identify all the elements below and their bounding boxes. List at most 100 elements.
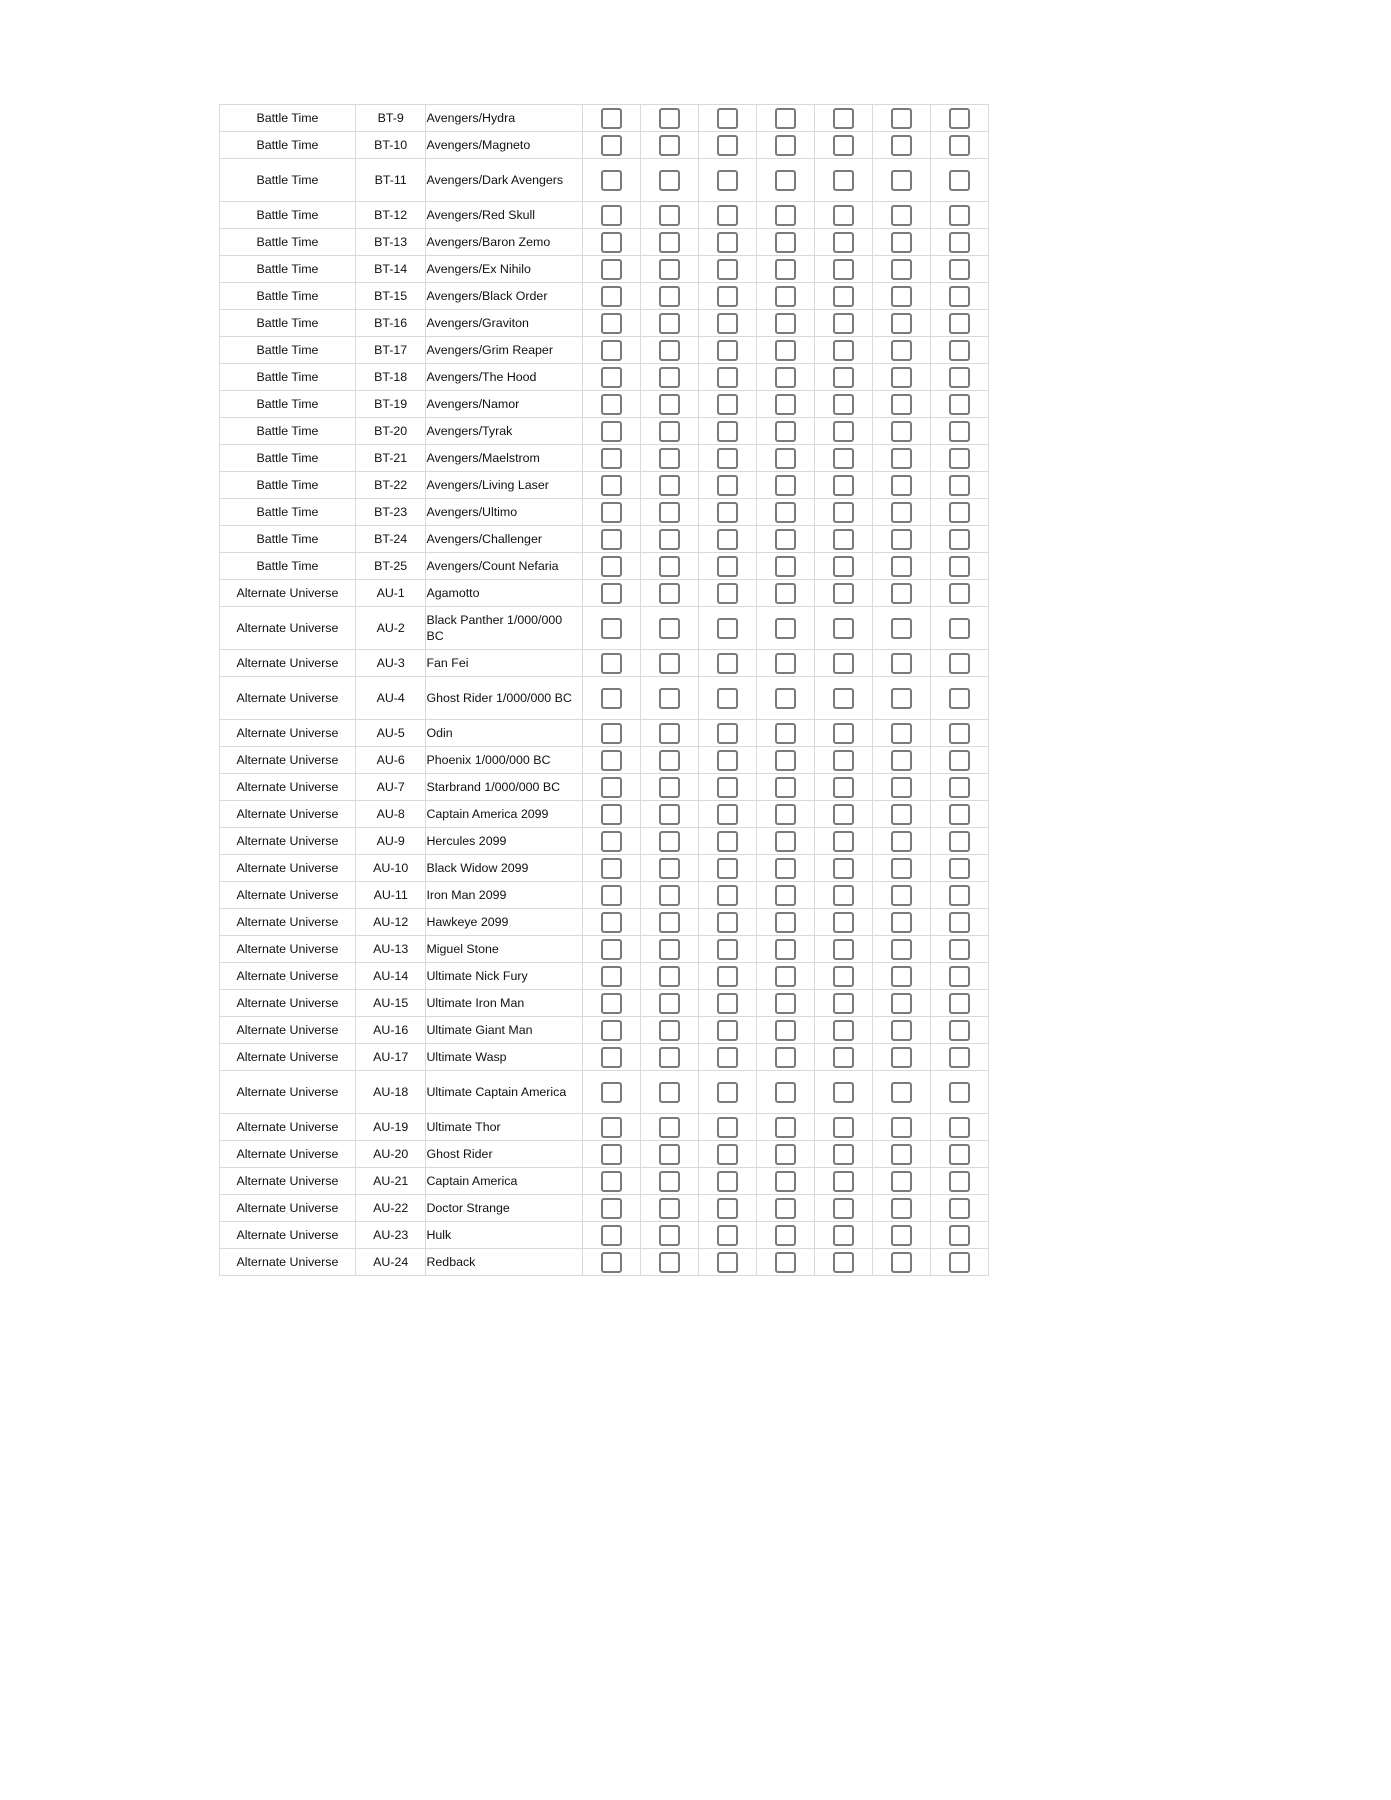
cell-checkbox-7[interactable] [930, 773, 989, 801]
checkbox-unchecked-icon[interactable] [833, 582, 855, 604]
cell-checkbox-3[interactable] [698, 417, 758, 445]
checkbox-unchecked-icon[interactable] [659, 1116, 681, 1138]
cell-checkbox-6[interactable] [872, 676, 932, 720]
checkbox-unchecked-icon[interactable] [717, 652, 739, 674]
cell-checkbox-7[interactable] [930, 309, 989, 337]
checkbox-unchecked-icon[interactable] [891, 474, 913, 496]
cell-checkbox-4[interactable] [756, 800, 816, 828]
cell-checkbox-6[interactable] [872, 746, 932, 774]
checkbox-unchecked-icon[interactable] [717, 312, 739, 334]
checkbox-unchecked-icon[interactable] [833, 501, 855, 523]
cell-checkbox-2[interactable] [640, 552, 700, 580]
cell-checkbox-3[interactable] [698, 336, 758, 364]
checkbox-unchecked-icon[interactable] [891, 857, 913, 879]
cell-checkbox-5[interactable] [814, 854, 874, 882]
checkbox-unchecked-icon[interactable] [775, 285, 797, 307]
cell-checkbox-1[interactable] [582, 773, 642, 801]
cell-checkbox-6[interactable] [872, 201, 932, 229]
checkbox-unchecked-icon[interactable] [891, 938, 913, 960]
checkbox-unchecked-icon[interactable] [717, 1116, 739, 1138]
checkbox-unchecked-icon[interactable] [833, 1197, 855, 1219]
cell-checkbox-5[interactable] [814, 935, 874, 963]
cell-checkbox-4[interactable] [756, 228, 816, 256]
checkbox-unchecked-icon[interactable] [601, 366, 623, 388]
cell-checkbox-2[interactable] [640, 606, 700, 650]
checkbox-unchecked-icon[interactable] [949, 474, 971, 496]
cell-checkbox-7[interactable] [930, 1016, 989, 1044]
checkbox-unchecked-icon[interactable] [717, 528, 739, 550]
checkbox-unchecked-icon[interactable] [775, 830, 797, 852]
checkbox-unchecked-icon[interactable] [717, 582, 739, 604]
cell-checkbox-6[interactable] [872, 336, 932, 364]
checkbox-unchecked-icon[interactable] [833, 749, 855, 771]
checkbox-unchecked-icon[interactable] [833, 965, 855, 987]
cell-checkbox-5[interactable] [814, 363, 874, 391]
checkbox-unchecked-icon[interactable] [891, 420, 913, 442]
checkbox-unchecked-icon[interactable] [717, 803, 739, 825]
checkbox-unchecked-icon[interactable] [659, 992, 681, 1014]
checkbox-unchecked-icon[interactable] [833, 107, 855, 129]
cell-checkbox-2[interactable] [640, 336, 700, 364]
checkbox-unchecked-icon[interactable] [659, 803, 681, 825]
cell-checkbox-7[interactable] [930, 1167, 989, 1195]
cell-checkbox-6[interactable] [872, 309, 932, 337]
cell-checkbox-6[interactable] [872, 417, 932, 445]
cell-checkbox-2[interactable] [640, 104, 700, 132]
cell-checkbox-5[interactable] [814, 649, 874, 677]
cell-checkbox-1[interactable] [582, 201, 642, 229]
checkbox-unchecked-icon[interactable] [659, 366, 681, 388]
checkbox-unchecked-icon[interactable] [949, 1143, 971, 1165]
checkbox-unchecked-icon[interactable] [659, 169, 681, 191]
checkbox-unchecked-icon[interactable] [949, 884, 971, 906]
checkbox-unchecked-icon[interactable] [659, 1251, 681, 1273]
checkbox-unchecked-icon[interactable] [949, 447, 971, 469]
checkbox-unchecked-icon[interactable] [949, 911, 971, 933]
checkbox-unchecked-icon[interactable] [949, 204, 971, 226]
cell-checkbox-5[interactable] [814, 1070, 874, 1114]
checkbox-unchecked-icon[interactable] [949, 1197, 971, 1219]
checkbox-unchecked-icon[interactable] [833, 134, 855, 156]
cell-checkbox-6[interactable] [872, 498, 932, 526]
checkbox-unchecked-icon[interactable] [775, 687, 797, 709]
cell-checkbox-7[interactable] [930, 1140, 989, 1168]
cell-checkbox-7[interactable] [930, 255, 989, 283]
cell-checkbox-7[interactable] [930, 552, 989, 580]
cell-checkbox-3[interactable] [698, 363, 758, 391]
cell-checkbox-4[interactable] [756, 935, 816, 963]
cell-checkbox-2[interactable] [640, 746, 700, 774]
cell-checkbox-5[interactable] [814, 336, 874, 364]
cell-checkbox-5[interactable] [814, 1167, 874, 1195]
cell-checkbox-6[interactable] [872, 579, 932, 607]
checkbox-unchecked-icon[interactable] [601, 393, 623, 415]
checkbox-unchecked-icon[interactable] [717, 285, 739, 307]
checkbox-unchecked-icon[interactable] [949, 169, 971, 191]
checkbox-unchecked-icon[interactable] [891, 285, 913, 307]
cell-checkbox-3[interactable] [698, 1248, 758, 1276]
cell-checkbox-6[interactable] [872, 1070, 932, 1114]
cell-checkbox-4[interactable] [756, 309, 816, 337]
cell-checkbox-5[interactable] [814, 1016, 874, 1044]
cell-checkbox-7[interactable] [930, 962, 989, 990]
checkbox-unchecked-icon[interactable] [775, 884, 797, 906]
checkbox-unchecked-icon[interactable] [601, 687, 623, 709]
checkbox-unchecked-icon[interactable] [717, 1170, 739, 1192]
cell-checkbox-7[interactable] [930, 649, 989, 677]
cell-checkbox-1[interactable] [582, 336, 642, 364]
cell-checkbox-6[interactable] [872, 1167, 932, 1195]
cell-checkbox-2[interactable] [640, 989, 700, 1017]
checkbox-unchecked-icon[interactable] [601, 1197, 623, 1219]
checkbox-unchecked-icon[interactable] [949, 1116, 971, 1138]
checkbox-unchecked-icon[interactable] [833, 1116, 855, 1138]
checkbox-unchecked-icon[interactable] [775, 1143, 797, 1165]
checkbox-unchecked-icon[interactable] [949, 339, 971, 361]
checkbox-unchecked-icon[interactable] [775, 617, 797, 639]
checkbox-unchecked-icon[interactable] [891, 1046, 913, 1068]
cell-checkbox-2[interactable] [640, 800, 700, 828]
cell-checkbox-3[interactable] [698, 854, 758, 882]
checkbox-unchecked-icon[interactable] [601, 1251, 623, 1273]
cell-checkbox-2[interactable] [640, 417, 700, 445]
checkbox-unchecked-icon[interactable] [949, 107, 971, 129]
checkbox-unchecked-icon[interactable] [717, 1081, 739, 1103]
cell-checkbox-2[interactable] [640, 471, 700, 499]
checkbox-unchecked-icon[interactable] [833, 652, 855, 674]
